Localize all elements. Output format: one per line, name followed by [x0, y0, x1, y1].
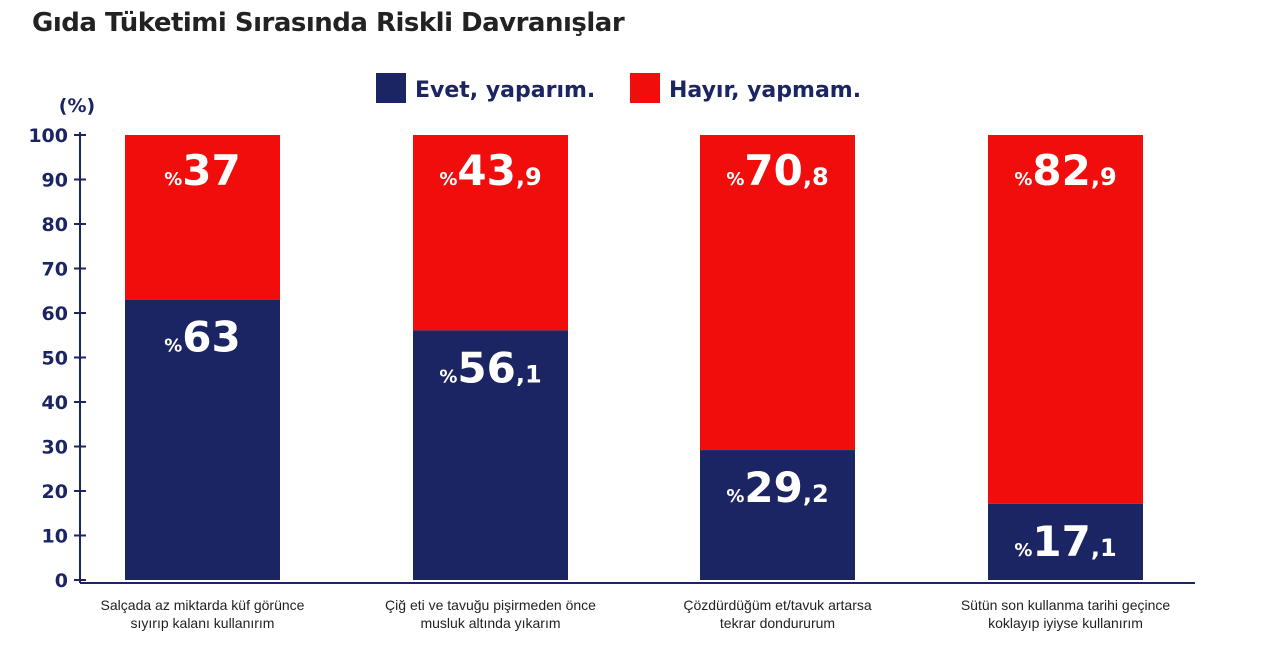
bar-hayir — [125, 135, 280, 300]
x-category-label-line: musluk altında yıkarım — [420, 615, 561, 631]
x-category-label: Salçada az miktarda küf görünce sıyırıp k… — [63, 596, 343, 632]
y-tick-label: 20 — [42, 481, 68, 503]
y-tick-label: 60 — [42, 303, 68, 325]
bar-evet — [700, 450, 855, 580]
bar-hayir — [988, 135, 1143, 504]
y-tick-label: 80 — [42, 214, 68, 236]
legend-label-evet: Evet, yaparım. — [415, 78, 595, 103]
y-tick-label: 40 — [42, 392, 68, 414]
bar-evet — [988, 503, 1143, 580]
x-category-label-line: Sütün son kullanma tarihi geçince — [960, 597, 1171, 613]
y-tick-label: 70 — [42, 259, 68, 281]
value-label-hayir: %82,9 — [1014, 146, 1116, 195]
bar-hayir — [413, 135, 568, 331]
value-label-evet: %56,1 — [439, 343, 541, 392]
legend-swatch-evet — [376, 73, 406, 103]
value-label-evet: %17,1 — [1014, 517, 1116, 566]
legend-label-hayir: Hayır, yapmam. — [669, 78, 861, 103]
value-label-evet: %29,2 — [726, 463, 828, 512]
x-category-label: Çiğ eti ve tavuğu pişirmeden önce musluk … — [351, 596, 631, 632]
bar-hayir — [700, 135, 855, 451]
bar-evet — [125, 299, 280, 580]
x-category-label-line: Çiğ eti ve tavuğu pişirmeden önce — [385, 597, 596, 613]
x-category-label: Sütün son kullanma tarihi geçince koklayı… — [926, 596, 1206, 632]
y-tick-label: 10 — [42, 526, 68, 548]
y-tick-label: 100 — [28, 125, 68, 147]
y-axis-label: (%) — [59, 95, 95, 117]
x-category-label-line: Çözdürdüğüm et/tavuk artarsa — [683, 597, 872, 613]
y-tick-label: 50 — [42, 348, 68, 370]
value-label-hayir: %70,8 — [726, 146, 828, 195]
x-category-label-line: koklayıp iyiyse kullanırım — [988, 615, 1143, 631]
value-label-evet: %63 — [164, 313, 241, 362]
x-category-label-line: Salçada az miktarda küf görünce — [100, 597, 305, 613]
y-tick-label: 30 — [42, 437, 68, 459]
y-tick-label: 0 — [55, 570, 68, 592]
chart-title: Gıda Tüketimi Sırasında Riskli Davranışl… — [32, 8, 625, 38]
x-category-label-line: tekrar dondururum — [719, 615, 836, 631]
x-category-label-line: sıyırıp kalanı kullanırım — [130, 615, 275, 631]
legend-swatch-hayir — [630, 73, 660, 103]
value-label-hayir: %37 — [164, 146, 241, 195]
bar-evet — [413, 330, 568, 580]
y-tick-label: 90 — [42, 170, 68, 192]
x-category-label: Çözdürdüğüm et/tavuk artarsa tekrar dondu… — [638, 596, 918, 632]
value-label-hayir: %43,9 — [439, 146, 541, 195]
